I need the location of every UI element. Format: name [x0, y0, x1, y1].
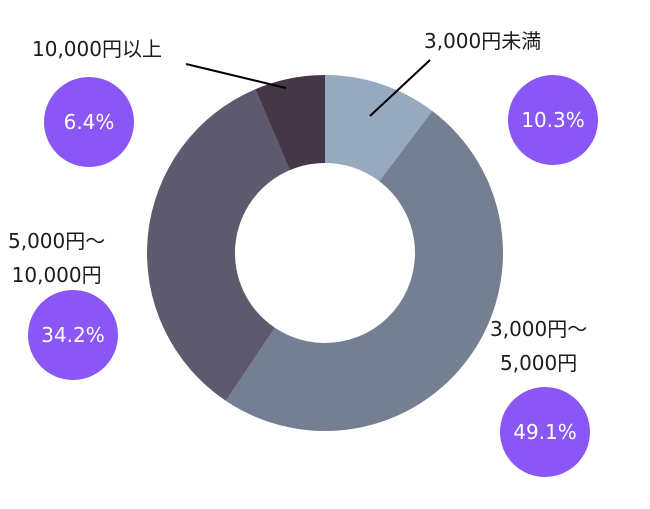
slice-under-3000 — [325, 75, 433, 182]
leader-over-10000 — [185, 63, 287, 89]
badge-over-10000: 6.4% — [44, 77, 134, 167]
label-over-10000: 10,000円以上 — [32, 37, 162, 61]
badge-under-3000: 10.3% — [508, 75, 598, 165]
label-under-3000: 3,000円未満 — [424, 29, 542, 53]
slice-over-10000 — [255, 75, 325, 171]
leader-under-3000 — [369, 59, 431, 117]
slice-3000-5000 — [225, 110, 504, 432]
label-3000-5000: 3,000円〜 5,000円 — [490, 317, 588, 375]
slice-5000-10000 — [147, 89, 290, 401]
badge-5000-10000: 34.2% — [28, 290, 118, 380]
label-5000-10000: 5,000円〜 10,000円 — [8, 229, 106, 287]
badge-3000-5000: 49.1% — [500, 387, 590, 477]
